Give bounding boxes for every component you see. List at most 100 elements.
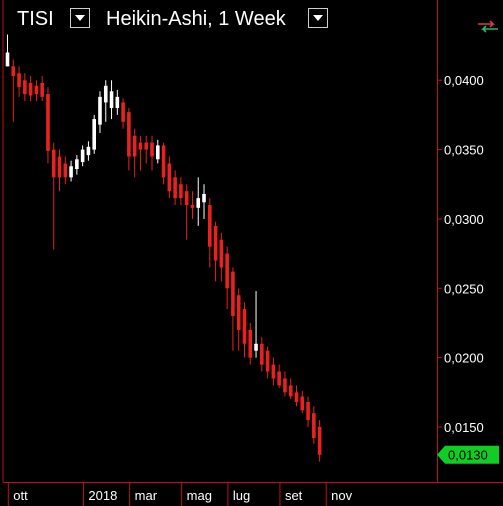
candle-body — [306, 402, 310, 421]
candle-body — [294, 392, 299, 403]
candle-body — [312, 413, 316, 439]
candle-bear — [150, 135, 154, 171]
candle-bear — [190, 191, 195, 219]
candle-body — [127, 112, 131, 157]
candle-bear — [34, 80, 39, 102]
candle-body — [225, 253, 229, 289]
x-tick-label: nov — [331, 488, 352, 503]
candle-bear — [161, 142, 166, 185]
candle-body — [69, 166, 73, 178]
candle-bear — [312, 406, 316, 444]
candle-body — [184, 191, 189, 206]
last-price-label: 0,0130 — [448, 448, 488, 463]
candle-body — [28, 83, 33, 96]
candle-bear — [283, 371, 287, 397]
candle-body — [283, 378, 287, 393]
candle-body — [213, 225, 218, 261]
candle-body — [219, 239, 224, 268]
candle-bear — [11, 59, 16, 122]
y-tick-label: 0,0150 — [444, 420, 484, 435]
candle-bear — [225, 246, 229, 310]
chart-type-dropdown-button[interactable] — [308, 8, 328, 28]
y-tick-label: 0,0250 — [444, 281, 484, 296]
candle-bull — [115, 89, 120, 115]
candle-body — [254, 343, 258, 351]
candle-bear — [17, 66, 21, 97]
x-tick-label: ott — [13, 488, 28, 503]
candle-bear — [271, 357, 276, 386]
candle-body — [132, 135, 137, 157]
x-tick-label: mar — [135, 488, 158, 503]
candle-body — [317, 427, 322, 455]
candle-body — [63, 163, 68, 178]
candle-bear — [306, 396, 310, 427]
candle-body — [138, 142, 143, 150]
candle-bear — [248, 322, 253, 365]
candle-body — [5, 52, 10, 67]
candle-body — [144, 142, 149, 150]
candle-body — [271, 364, 276, 379]
candle-bull — [5, 34, 10, 67]
candle-bull — [69, 160, 73, 182]
candle-bear — [132, 128, 137, 178]
candle-bear — [184, 184, 189, 240]
candle-bear — [317, 420, 322, 462]
candle-bull — [75, 155, 79, 175]
candle-bear — [144, 135, 149, 164]
candle-body — [150, 142, 154, 157]
candle-body — [300, 396, 305, 411]
x-axis[interactable]: ott 2018 mar mag lug set nov — [7, 483, 353, 506]
symbol-dropdown-button[interactable] — [70, 8, 90, 28]
candle-body — [173, 177, 177, 199]
sync-arrows-icon[interactable] — [476, 19, 500, 33]
candle-body — [242, 309, 247, 344]
chart-type-label: Heikin-Ashi, 1 Week — [106, 8, 286, 30]
candle-bear — [179, 177, 183, 206]
candle-body — [277, 371, 281, 386]
candle-bear — [219, 232, 224, 282]
candle-body — [11, 66, 16, 77]
candle-body — [51, 149, 56, 178]
y-tick-label: 0,0400 — [444, 73, 484, 88]
candle-bear — [127, 107, 131, 171]
candle-bear — [23, 73, 27, 102]
candle-bear — [208, 198, 212, 268]
candle-body — [23, 80, 27, 95]
candle-body — [167, 163, 172, 192]
candle-bull — [98, 91, 102, 133]
candle-bull — [109, 80, 114, 120]
candle-bull — [80, 145, 85, 167]
symbol-label: TISI — [17, 8, 54, 30]
candle-body — [34, 85, 39, 95]
candle-bear — [277, 364, 281, 389]
candle-bear — [300, 390, 305, 414]
last-price-marker — [437, 445, 499, 464]
x-tick-label: 2018 — [88, 488, 117, 503]
candle-body — [57, 156, 62, 178]
candle-bear — [28, 76, 33, 102]
candle-bear — [51, 142, 56, 250]
candle-body — [92, 119, 96, 150]
candle-body — [86, 146, 91, 156]
candle-bull — [254, 291, 258, 358]
candle-body — [288, 385, 293, 397]
candle-bear — [294, 385, 299, 407]
candle-bull — [155, 139, 160, 164]
candle-body — [248, 329, 253, 358]
candle-body — [155, 145, 160, 160]
candle-body — [260, 343, 264, 365]
candle-body — [40, 83, 44, 97]
last-price-marker-group: 0,0130 — [437, 445, 499, 464]
candle-bull — [202, 184, 206, 219]
candle-body — [17, 73, 21, 88]
candle-bear — [236, 288, 241, 351]
candle-body — [236, 295, 241, 330]
candle-body — [231, 271, 235, 317]
candle-bear — [40, 76, 44, 102]
candle-body — [121, 102, 125, 122]
candle-bull — [103, 80, 108, 122]
candle-bear — [242, 302, 247, 358]
y-tick-label: 0,0350 — [444, 143, 484, 158]
